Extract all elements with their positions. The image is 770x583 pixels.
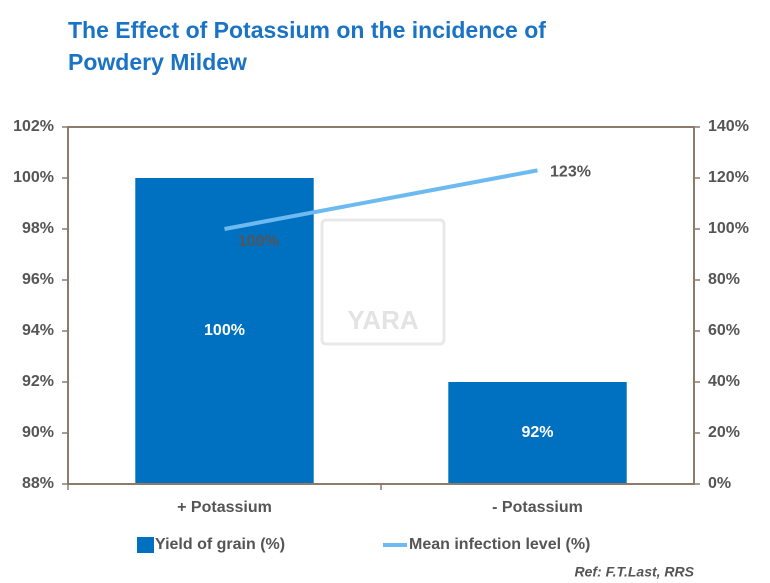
legend-label: Yield of grain (%)	[155, 536, 285, 553]
legend-swatch	[137, 537, 154, 553]
x-tick-label: - Potassium	[492, 499, 583, 516]
bar	[448, 382, 627, 484]
y-tick-label: 102%	[13, 118, 54, 135]
line-value-label: 123%	[550, 164, 591, 181]
y-tick-label: 88%	[22, 475, 54, 492]
y2-tick-label: 80%	[708, 271, 740, 288]
y-tick-label: 94%	[22, 322, 54, 339]
y2-tick-label: 140%	[708, 118, 749, 135]
y-tick-label: 96%	[22, 271, 54, 288]
y2-tick-label: 20%	[708, 424, 740, 441]
y-tick-label: 98%	[22, 220, 54, 237]
y-tick-label: 90%	[22, 424, 54, 441]
chart-title: The Effect of Potassium on the incidence…	[68, 17, 546, 75]
line	[224, 168, 538, 231]
watermark-frame	[320, 218, 446, 346]
line-value-label: 100%	[238, 233, 279, 250]
y-tick-label: 100%	[13, 169, 54, 186]
y2-tick-label: 100%	[708, 220, 749, 237]
y2-tick-label: 60%	[708, 322, 740, 339]
source-note: Ref: F.T.Last, RRS	[574, 564, 694, 580]
y2-tick-label: 40%	[708, 373, 740, 390]
watermark: YARA	[347, 305, 419, 335]
y2-tick-label: 0%	[708, 475, 731, 492]
y2-tick-label: 120%	[708, 169, 749, 186]
x-tick-label: + Potassium	[177, 499, 272, 516]
y-tick-label: 92%	[22, 373, 54, 390]
bar-value-label: 100%	[204, 322, 245, 339]
bar-value-label: 92%	[521, 424, 553, 441]
legend-label: Mean infection level (%)	[409, 536, 590, 553]
